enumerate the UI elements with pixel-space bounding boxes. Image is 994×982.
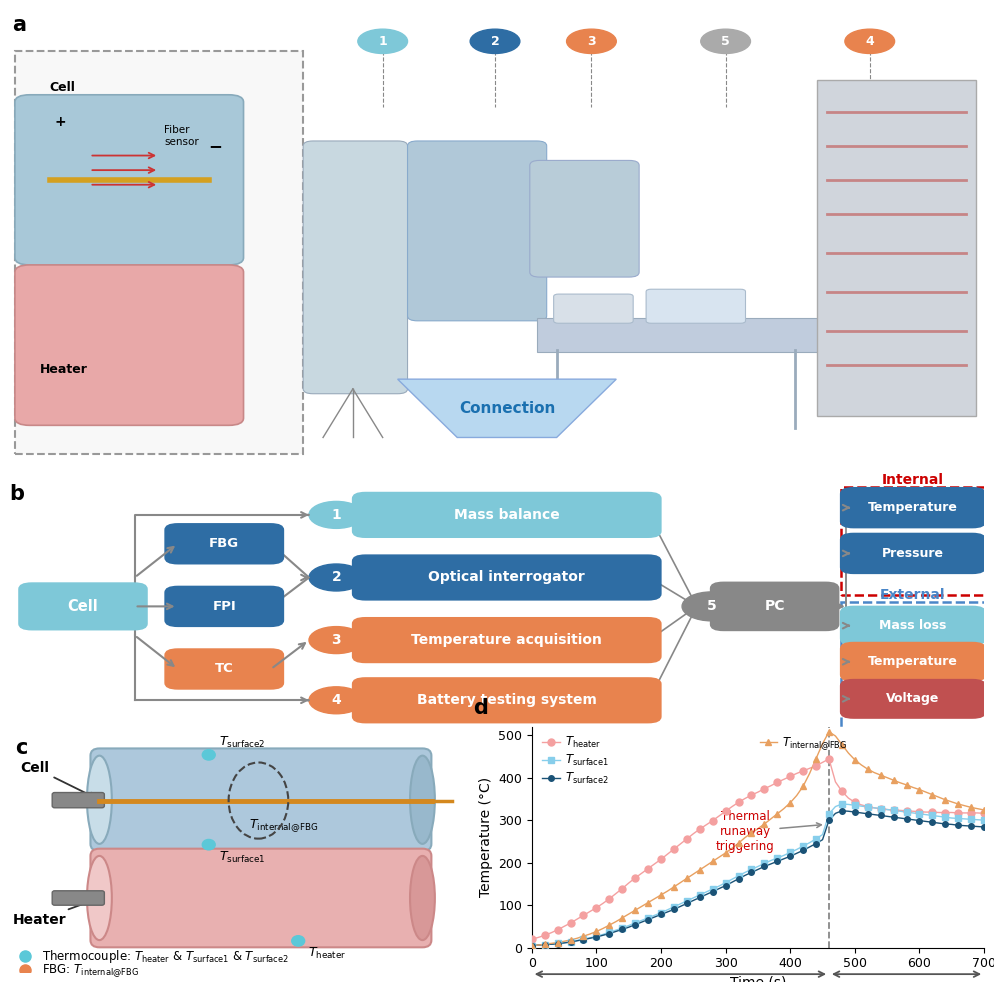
Text: FBG: $T_{\mathrm{internal@FBG}}$: FBG: $T_{\mathrm{internal@FBG}}$ bbox=[42, 962, 139, 980]
Circle shape bbox=[701, 29, 750, 53]
Circle shape bbox=[470, 29, 520, 53]
FancyBboxPatch shape bbox=[164, 648, 284, 689]
Text: Heater: Heater bbox=[40, 363, 87, 376]
Circle shape bbox=[309, 564, 364, 591]
FancyBboxPatch shape bbox=[530, 160, 639, 277]
FancyBboxPatch shape bbox=[18, 582, 148, 630]
Text: Temperature acquisition: Temperature acquisition bbox=[412, 633, 602, 647]
FancyBboxPatch shape bbox=[840, 679, 986, 719]
Text: Thermocouple: $T_{\mathrm{heater}}$ & $T_{\mathrm{surface1}}$ & $T_{\mathrm{surf: Thermocouple: $T_{\mathrm{heater}}$ & $T… bbox=[42, 949, 289, 965]
FancyBboxPatch shape bbox=[554, 294, 633, 323]
Text: Thermal
runaway
triggering: Thermal runaway triggering bbox=[716, 810, 821, 853]
Text: 1: 1 bbox=[379, 34, 387, 48]
Text: Internal: Internal bbox=[882, 473, 944, 487]
Text: Pressure: Pressure bbox=[882, 547, 944, 560]
Text: 5: 5 bbox=[722, 34, 730, 48]
Text: 5: 5 bbox=[707, 599, 717, 614]
Text: 2: 2 bbox=[491, 34, 499, 48]
Text: Mass balance: Mass balance bbox=[454, 508, 560, 521]
Text: $T_{\mathrm{heater}}$: $T_{\mathrm{heater}}$ bbox=[308, 946, 347, 961]
Text: TC: TC bbox=[215, 663, 234, 676]
Text: $T_{\mathrm{internal@FBG}}$: $T_{\mathrm{internal@FBG}}$ bbox=[248, 818, 318, 836]
FancyBboxPatch shape bbox=[408, 141, 547, 321]
Polygon shape bbox=[398, 379, 616, 438]
FancyBboxPatch shape bbox=[15, 265, 244, 425]
Text: Temperature: Temperature bbox=[868, 655, 958, 669]
Text: FBG: FBG bbox=[209, 537, 240, 550]
Text: $T_{\mathrm{surface2}}$: $T_{\mathrm{surface2}}$ bbox=[219, 735, 265, 749]
Text: Cell: Cell bbox=[20, 761, 95, 797]
FancyBboxPatch shape bbox=[90, 848, 431, 948]
Text: d: d bbox=[473, 698, 488, 718]
Text: $T_{\mathrm{surface1}}$: $T_{\mathrm{surface1}}$ bbox=[219, 849, 265, 865]
FancyBboxPatch shape bbox=[840, 487, 986, 528]
Text: 2: 2 bbox=[331, 571, 341, 584]
Text: 3: 3 bbox=[331, 633, 341, 647]
Text: External: External bbox=[881, 587, 945, 602]
Legend: $T_{\mathrm{internal@FBG}}$: $T_{\mathrm{internal@FBG}}$ bbox=[754, 731, 852, 757]
FancyBboxPatch shape bbox=[53, 792, 104, 808]
Circle shape bbox=[309, 686, 364, 714]
Circle shape bbox=[309, 627, 364, 654]
Text: Connection: Connection bbox=[459, 401, 555, 415]
Text: FPI: FPI bbox=[213, 600, 237, 613]
FancyBboxPatch shape bbox=[840, 532, 986, 574]
FancyBboxPatch shape bbox=[53, 891, 104, 905]
Text: Cell: Cell bbox=[50, 81, 76, 94]
FancyBboxPatch shape bbox=[537, 318, 825, 353]
Text: +: + bbox=[55, 115, 67, 129]
Text: PC: PC bbox=[764, 599, 785, 614]
FancyBboxPatch shape bbox=[164, 523, 284, 565]
Circle shape bbox=[682, 592, 741, 621]
Circle shape bbox=[309, 502, 364, 528]
FancyBboxPatch shape bbox=[352, 617, 662, 663]
Circle shape bbox=[203, 749, 216, 760]
FancyBboxPatch shape bbox=[352, 678, 662, 724]
FancyBboxPatch shape bbox=[15, 51, 303, 455]
FancyBboxPatch shape bbox=[303, 141, 408, 394]
Text: b: b bbox=[9, 483, 24, 504]
Ellipse shape bbox=[411, 756, 435, 844]
Text: 4: 4 bbox=[866, 34, 874, 48]
FancyBboxPatch shape bbox=[646, 290, 746, 323]
Circle shape bbox=[292, 936, 305, 946]
Text: Mass loss: Mass loss bbox=[880, 619, 946, 632]
Text: 4: 4 bbox=[331, 693, 341, 707]
Text: Heater: Heater bbox=[13, 899, 94, 927]
Circle shape bbox=[845, 29, 895, 53]
FancyBboxPatch shape bbox=[15, 95, 244, 265]
Circle shape bbox=[358, 29, 408, 53]
FancyBboxPatch shape bbox=[817, 81, 976, 415]
FancyBboxPatch shape bbox=[352, 492, 662, 538]
Ellipse shape bbox=[87, 856, 112, 940]
Y-axis label: Temperature (°C): Temperature (°C) bbox=[478, 777, 492, 898]
FancyBboxPatch shape bbox=[710, 581, 839, 631]
Text: Temperature: Temperature bbox=[868, 501, 958, 515]
Ellipse shape bbox=[87, 756, 112, 844]
FancyBboxPatch shape bbox=[840, 642, 986, 682]
Text: a: a bbox=[12, 15, 26, 34]
FancyBboxPatch shape bbox=[840, 606, 986, 645]
Text: Fiber
sensor: Fiber sensor bbox=[164, 126, 199, 147]
Circle shape bbox=[203, 840, 216, 849]
FancyBboxPatch shape bbox=[352, 555, 662, 601]
FancyBboxPatch shape bbox=[164, 585, 284, 627]
Text: Battery testing system: Battery testing system bbox=[416, 693, 596, 707]
Text: c: c bbox=[15, 737, 27, 757]
Text: 1: 1 bbox=[331, 508, 341, 521]
Text: Cell: Cell bbox=[68, 599, 98, 614]
Text: −: − bbox=[209, 136, 223, 155]
Text: 3: 3 bbox=[587, 34, 595, 48]
Text: Voltage: Voltage bbox=[887, 692, 939, 705]
Ellipse shape bbox=[411, 856, 435, 940]
Circle shape bbox=[567, 29, 616, 53]
FancyBboxPatch shape bbox=[90, 748, 431, 851]
Text: Optical interrogator: Optical interrogator bbox=[428, 571, 585, 584]
X-axis label: Time (s): Time (s) bbox=[730, 976, 786, 982]
